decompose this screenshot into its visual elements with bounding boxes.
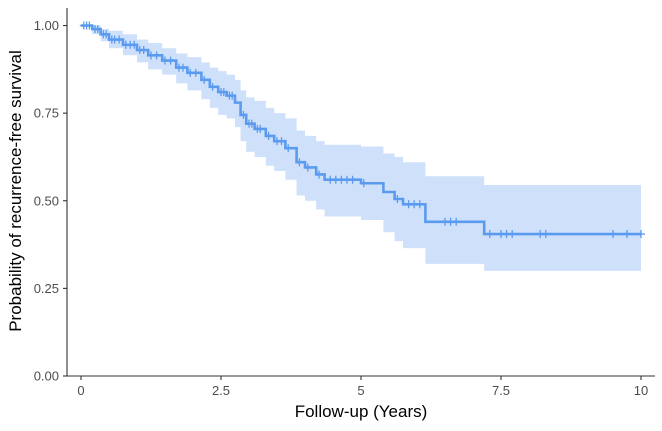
- censor-mark: [200, 75, 209, 84]
- x-tick-label: 0: [77, 383, 84, 398]
- censor-marks: [79, 21, 645, 239]
- censor-mark: [393, 195, 402, 204]
- plot-area: [79, 21, 645, 271]
- censor-mark: [284, 144, 293, 153]
- censor-mark: [93, 25, 102, 34]
- x-tick-label: 10: [634, 383, 648, 398]
- censor-mark: [191, 68, 200, 77]
- y-tick-label: 1.00: [34, 18, 59, 33]
- censor-mark: [152, 51, 161, 60]
- censor-mark: [130, 40, 139, 49]
- y-axis-title: Probability of recurrence-free survival: [6, 50, 25, 332]
- censor-mark: [228, 91, 237, 100]
- censor-mark: [623, 230, 631, 239]
- confidence-band: [81, 25, 641, 271]
- censor-mark: [256, 124, 265, 133]
- censor-mark: [85, 21, 94, 30]
- censor-mark: [208, 82, 217, 91]
- censor-mark: [609, 230, 617, 239]
- x-tick-label: 7.5: [492, 383, 510, 398]
- y-axis-ticks: 0.00 0.25 0.50 0.75 1.00: [34, 18, 67, 384]
- censor-mark: [219, 88, 228, 97]
- censor-mark: [485, 230, 494, 239]
- censor-mark: [139, 46, 148, 55]
- censor-mark: [178, 63, 187, 72]
- y-tick-label: 0.25: [34, 281, 59, 296]
- y-tick-label: 0.75: [34, 106, 59, 121]
- x-tick-label: 5: [357, 383, 364, 398]
- x-tick-label: 2.5: [212, 383, 230, 398]
- y-tick-label: 0.50: [34, 193, 59, 208]
- censor-mark: [348, 175, 357, 184]
- y-tick-label: 0.00: [34, 369, 59, 384]
- x-axis-ticks: 0 2.5 5 7.5 10: [77, 376, 648, 398]
- censor-mark: [277, 137, 286, 146]
- censor-mark: [508, 230, 517, 239]
- censor-mark: [115, 35, 124, 44]
- censor-mark: [102, 30, 111, 39]
- censor-mark: [637, 230, 645, 239]
- censor-mark: [239, 110, 248, 119]
- censor-mark: [166, 56, 175, 65]
- censor-mark: [247, 119, 256, 128]
- censor-mark: [541, 230, 550, 239]
- censor-mark: [264, 131, 273, 140]
- x-axis-title: Follow-up (Years): [295, 402, 428, 421]
- censor-mark: [452, 217, 461, 226]
- censor-mark: [359, 179, 368, 188]
- censor-mark: [415, 200, 424, 209]
- censor-mark: [315, 170, 323, 179]
- censor-mark: [303, 163, 312, 172]
- censor-mark: [295, 158, 304, 167]
